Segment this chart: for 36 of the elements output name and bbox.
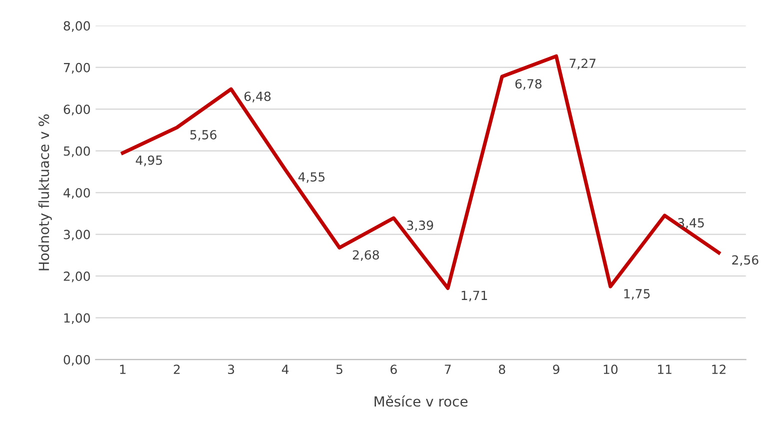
data-label: 1,71 [462, 290, 488, 302]
x-tick-label: 6 [390, 364, 397, 374]
x-tick-label: 9 [553, 364, 560, 374]
data-label: 2,56 [732, 255, 758, 266]
y-tick-label: 3,00 [64, 230, 90, 241]
data-label: 6,48 [244, 92, 271, 102]
x-tick-label: 1 [120, 364, 126, 374]
x-tick-label: 8 [498, 364, 506, 374]
x-tick-label: 2 [174, 364, 180, 374]
data-label: 4,95 [136, 155, 162, 166]
data-label: 5,56 [190, 130, 216, 141]
data-label: 3,39 [407, 220, 434, 232]
data-label: 4,55 [298, 172, 325, 183]
y-tick-label: 4,00 [64, 188, 90, 199]
x-tick-label: 3 [228, 364, 234, 374]
y-tick-label: 0,00 [64, 354, 90, 366]
y-tick-label: 7,00 [64, 62, 90, 74]
y-axis-title: Hodnoty fluktuace v % [38, 114, 52, 270]
x-tick-label: 12 [712, 364, 726, 374]
y-tick-label: 2,00 [64, 272, 90, 282]
data-label: 6,78 [515, 79, 542, 90]
x-tick-label: 10 [604, 364, 618, 374]
data-label: 2,68 [352, 250, 379, 261]
y-tick-label: 1,00 [64, 313, 90, 324]
line-series [120, 54, 721, 290]
y-tick-label: 5,00 [64, 146, 90, 158]
data-label: 1,75 [624, 289, 650, 300]
x-tick-label: 7 [444, 364, 451, 374]
x-tick-label: 4 [282, 364, 289, 374]
data-label: 3,45 [678, 218, 704, 229]
x-tick-label: 11 [658, 364, 672, 374]
y-tick-label: 8,00 [64, 21, 90, 32]
x-tick-label: 5 [336, 364, 342, 374]
y-tick-label: 6,00 [64, 104, 90, 116]
x-axis-title: Měsíce v roce [374, 395, 468, 407]
data-label: 7,27 [570, 58, 596, 70]
